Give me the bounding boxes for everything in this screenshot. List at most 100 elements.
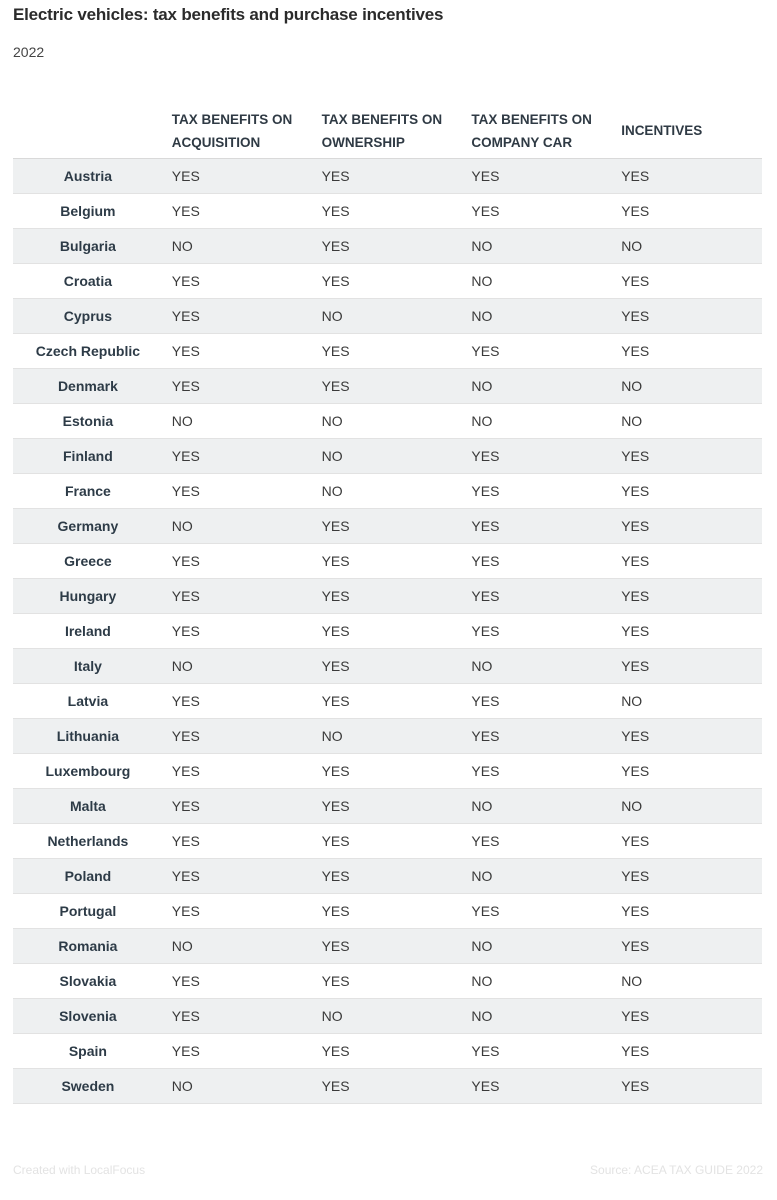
table-cell-ownership: YES: [321, 518, 350, 534]
table-cell-country: Sweden: [61, 1078, 115, 1094]
table-cell-ownership: NO: [321, 448, 343, 464]
table-row: Italy NO YES NO YES: [13, 649, 762, 684]
table-cell-country: Lithuania: [56, 728, 120, 744]
table-cell-incentives: YES: [621, 903, 650, 919]
table-cell-company-car: YES: [471, 728, 500, 744]
footer-credit: Created with LocalFocus: [13, 1163, 146, 1177]
table-cell-ownership: NO: [321, 413, 343, 429]
table-cell-acquisition: NO: [171, 518, 193, 534]
table-cell-country: Malta: [70, 798, 106, 814]
table-cell-incentives: YES: [621, 483, 650, 499]
table-cell-country: Ireland: [64, 623, 111, 639]
table-cell-incentives: YES: [621, 833, 650, 849]
table-cell-acquisition: YES: [171, 483, 200, 499]
table-cell-incentives: NO: [621, 413, 643, 429]
table-cell-ownership: NO: [321, 308, 343, 324]
table-cell-country: Slovakia: [59, 973, 117, 989]
table-cell-acquisition: YES: [171, 693, 200, 709]
table-cell-ownership: YES: [321, 903, 350, 919]
table-cell-country: Estonia: [62, 413, 114, 429]
table-cell-company-car: NO: [471, 1008, 493, 1024]
table-row: Cyprus YES NO NO YES: [13, 299, 762, 334]
table-cell-country: Netherlands: [47, 833, 129, 849]
table-cell-country: Austria: [63, 168, 113, 184]
table-cell-incentives: YES: [621, 1008, 650, 1024]
table-cell-acquisition: NO: [171, 658, 193, 674]
table-cell-incentives: YES: [621, 658, 650, 674]
table-cell-acquisition: YES: [171, 903, 200, 919]
table-cell-incentives: YES: [621, 518, 650, 534]
table-row: Spain YES YES YES YES: [13, 1034, 762, 1069]
table-row: Netherlands YES YES YES YES: [13, 824, 762, 859]
table-cell-incentives: NO: [621, 238, 643, 254]
table-cell-company-car: NO: [471, 308, 493, 324]
table-cell-acquisition: YES: [171, 1043, 200, 1059]
footer-source: Source: ACEA TAX GUIDE 2022: [590, 1163, 763, 1177]
table-cell-company-car: YES: [471, 553, 500, 569]
table-cell-company-car: YES: [471, 903, 500, 919]
table-cell-ownership: YES: [321, 938, 350, 954]
table-cell-incentives: YES: [621, 728, 650, 744]
table-cell-country: Hungary: [59, 588, 117, 604]
table-cell-acquisition: YES: [171, 1008, 200, 1024]
table-cell-company-car: YES: [471, 343, 500, 359]
table-cell-company-car: YES: [471, 1043, 500, 1059]
table-cell-country: Poland: [64, 868, 112, 884]
table-cell-ownership: YES: [321, 168, 350, 184]
table-row: Portugal YES YES YES YES: [13, 894, 762, 929]
header-cell-acquisition: TAX BENEFITS ON ACQUISITION: [171, 111, 293, 150]
table-cell-ownership: YES: [321, 378, 350, 394]
table-cell-acquisition: YES: [171, 203, 200, 219]
table-cell-company-car: NO: [471, 798, 493, 814]
table-cell-ownership: YES: [321, 693, 350, 709]
table-cell-acquisition: YES: [171, 168, 200, 184]
table-cell-country: Slovenia: [59, 1008, 117, 1024]
table-row: France YES NO YES YES: [13, 474, 762, 509]
table-cell-ownership: YES: [321, 798, 350, 814]
table-cell-company-car: YES: [471, 1078, 500, 1094]
table-cell-company-car: YES: [471, 203, 500, 219]
table-cell-company-car: NO: [471, 973, 493, 989]
table-row: Luxembourg YES YES YES YES: [13, 754, 762, 789]
table-cell-acquisition: YES: [171, 728, 200, 744]
table-cell-acquisition: YES: [171, 973, 200, 989]
table-cell-country: Finland: [63, 448, 113, 464]
table-row: Poland YES YES NO YES: [13, 859, 762, 894]
table-row: Denmark YES YES NO NO: [13, 369, 762, 404]
table-cell-country: Romania: [58, 938, 118, 954]
table-cell-country: Italy: [73, 658, 102, 674]
table-cell-company-car: YES: [471, 693, 500, 709]
table-cell-incentives: YES: [621, 938, 650, 954]
table-cell-country: Cyprus: [63, 308, 113, 324]
table-cell-company-car: YES: [471, 833, 500, 849]
chart-title: Electric vehicles: tax benefits and purc…: [13, 5, 444, 24]
header-cell-ownership: TAX BENEFITS ON OWNERSHIP: [321, 111, 443, 150]
table-cell-ownership: YES: [321, 203, 350, 219]
table-cell-incentives: YES: [621, 1043, 650, 1059]
table-cell-ownership: NO: [321, 483, 343, 499]
table-cell-incentives: YES: [621, 273, 650, 289]
table-cell-country: Bulgaria: [59, 238, 116, 254]
table-row: Romania NO YES NO YES: [13, 929, 762, 964]
table-row: Hungary YES YES YES YES: [13, 579, 762, 614]
table-cell-country: Denmark: [57, 378, 118, 394]
table-cell-country: Croatia: [63, 273, 113, 289]
table-cell-acquisition: YES: [171, 833, 200, 849]
header-cell-company-car: TAX BENEFITS ON COMPANY CAR: [471, 111, 592, 150]
table-cell-acquisition: YES: [171, 448, 200, 464]
incentives-table: TAX BENEFITS ON ACQUISITION TAX BENEFITS…: [13, 103, 762, 1104]
table-row: Germany NO YES YES YES: [13, 509, 762, 544]
table-cell-company-car: NO: [471, 238, 493, 254]
table-cell-acquisition: YES: [171, 623, 200, 639]
table-cell-company-car: YES: [471, 448, 500, 464]
table-row: Malta YES YES NO NO: [13, 789, 762, 824]
table-cell-acquisition: YES: [171, 553, 200, 569]
table-cell-company-car: YES: [471, 588, 500, 604]
table-cell-company-car: NO: [471, 378, 493, 394]
table-cell-country: Greece: [64, 553, 112, 569]
table-cell-company-car: NO: [471, 273, 493, 289]
table-cell-ownership: YES: [321, 1043, 350, 1059]
table-row: Greece YES YES YES YES: [13, 544, 762, 579]
table-cell-incentives: YES: [621, 343, 650, 359]
table-row: Austria YES YES YES YES: [13, 159, 762, 194]
